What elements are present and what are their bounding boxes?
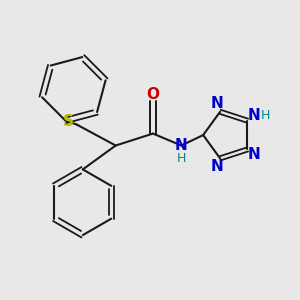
Text: S: S: [63, 113, 74, 128]
Text: N: N: [211, 159, 224, 174]
Text: H: H: [261, 109, 270, 122]
Text: H: H: [177, 152, 186, 165]
Text: N: N: [175, 138, 188, 153]
Text: N: N: [248, 108, 261, 123]
Text: O: O: [146, 87, 160, 102]
Text: N: N: [211, 96, 224, 111]
Text: N: N: [248, 147, 261, 162]
